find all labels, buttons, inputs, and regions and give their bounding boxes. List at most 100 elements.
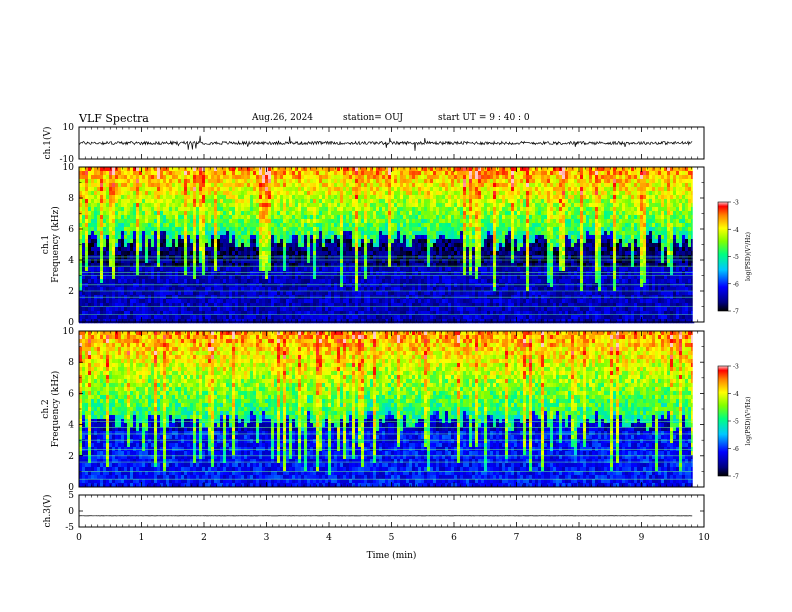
spectrogram-cell bbox=[289, 303, 293, 308]
spectrogram-cell bbox=[109, 247, 113, 252]
spectrogram-cell bbox=[157, 263, 161, 268]
spectrogram-cell bbox=[397, 259, 401, 264]
spectrogram-cell bbox=[352, 203, 356, 208]
spectrogram-cell bbox=[364, 303, 368, 308]
spectrogram-cell bbox=[193, 191, 197, 196]
spectrogram-cell bbox=[235, 287, 239, 292]
spectrogram-cell bbox=[304, 219, 308, 224]
spectrogram-cell bbox=[415, 243, 419, 248]
spectrogram-cell bbox=[259, 243, 263, 248]
spectrogram-cell bbox=[127, 191, 131, 196]
spectrogram-cell bbox=[292, 239, 296, 244]
spectrogram-cell bbox=[196, 307, 200, 312]
spectrogram-cell bbox=[127, 239, 131, 244]
spectrogram-cell bbox=[172, 315, 176, 320]
spectrogram-cell bbox=[232, 223, 236, 228]
spectrogram-cell bbox=[145, 167, 149, 172]
spectrogram-cell bbox=[82, 211, 86, 216]
spectrogram-cell bbox=[169, 239, 173, 244]
spectrogram-cell bbox=[172, 235, 176, 240]
spectrogram-cell bbox=[154, 307, 158, 312]
spectrogram-cell bbox=[412, 235, 416, 240]
spectrogram-cell bbox=[271, 231, 275, 236]
spectrogram-cell bbox=[256, 175, 260, 180]
spectrogram-cell bbox=[97, 259, 101, 264]
spectrogram-cell bbox=[451, 199, 455, 204]
spectrogram-cell bbox=[433, 203, 437, 208]
spectrogram-cell bbox=[166, 291, 170, 296]
spectrogram-cell bbox=[421, 227, 425, 232]
spectrogram-cell bbox=[109, 307, 113, 312]
spectrogram-cell bbox=[445, 243, 449, 248]
spectrogram-cell bbox=[370, 215, 374, 220]
spectrogram-cell bbox=[235, 307, 239, 312]
spectrogram-cell bbox=[418, 311, 422, 316]
spectrogram-cell bbox=[424, 319, 428, 324]
spectrogram-cell bbox=[457, 211, 461, 216]
spectrogram-cell bbox=[388, 227, 392, 232]
spectrogram-cell bbox=[145, 267, 149, 272]
spectrogram-cell bbox=[112, 303, 116, 308]
spectrogram-cell bbox=[391, 275, 395, 280]
spectrogram-cell bbox=[151, 259, 155, 264]
spectrogram-cell bbox=[271, 223, 275, 228]
spectrogram-cell bbox=[280, 243, 284, 248]
spectrogram-cell bbox=[445, 283, 449, 288]
spectrogram-cell bbox=[319, 319, 323, 324]
spectrogram-cell bbox=[91, 307, 95, 312]
spectrogram-cell bbox=[91, 211, 95, 216]
spectrogram-cell bbox=[268, 231, 272, 236]
spectrogram-cell bbox=[268, 191, 272, 196]
spectrogram-cell bbox=[178, 235, 182, 240]
spectrogram-cell bbox=[349, 307, 353, 312]
spectrogram-cell bbox=[448, 199, 452, 204]
spectrogram-cell bbox=[202, 251, 206, 256]
spectrogram-cell bbox=[136, 315, 140, 320]
spectrogram-cell bbox=[220, 223, 224, 228]
spectrogram-cell bbox=[391, 271, 395, 276]
spectrogram-cell bbox=[406, 175, 410, 180]
spectrogram-cell bbox=[253, 187, 257, 192]
spectrogram-cell bbox=[175, 231, 179, 236]
spectrogram-cell bbox=[430, 275, 434, 280]
spectrogram-cell bbox=[160, 239, 164, 244]
spectrogram-cell bbox=[346, 279, 350, 284]
spectrogram-cell bbox=[331, 195, 335, 200]
spectrogram-cell bbox=[298, 227, 302, 232]
spectrogram-cell bbox=[202, 303, 206, 308]
spectrogram-cell bbox=[166, 203, 170, 208]
spectrogram-cell bbox=[154, 247, 158, 252]
spectrogram-cell bbox=[286, 187, 290, 192]
spectrogram-cell bbox=[385, 315, 389, 320]
spectrogram-cell bbox=[100, 207, 104, 212]
spectrogram-cell bbox=[175, 183, 179, 188]
spectrogram-cell bbox=[196, 315, 200, 320]
spectrogram-cell bbox=[286, 227, 290, 232]
spectrogram-cell bbox=[133, 195, 137, 200]
spectrogram-cell bbox=[346, 211, 350, 216]
spectrogram-cell bbox=[82, 215, 86, 220]
spectrogram-cell bbox=[82, 239, 86, 244]
spectrogram-cell bbox=[343, 183, 347, 188]
spectrogram-cell bbox=[427, 195, 431, 200]
spectrogram-cell bbox=[175, 211, 179, 216]
spectrogram-cell bbox=[169, 175, 173, 180]
spectrogram-cell bbox=[106, 299, 110, 304]
spectrogram-cell bbox=[337, 267, 341, 272]
spectrogram-cell bbox=[334, 263, 338, 268]
spectrogram-cell bbox=[163, 171, 167, 176]
spectrogram-cell bbox=[397, 247, 401, 252]
spectrogram-cell bbox=[367, 203, 371, 208]
spectrogram-cell bbox=[247, 207, 251, 212]
spectrogram-cell bbox=[454, 223, 458, 228]
spectrogram-cell bbox=[325, 307, 329, 312]
spectrogram-cell bbox=[148, 263, 152, 268]
spectrogram-cell bbox=[100, 247, 104, 252]
spectrogram-cell bbox=[166, 195, 170, 200]
spectrogram-cell bbox=[214, 287, 218, 292]
spectrogram-cell bbox=[232, 215, 236, 220]
spectrogram-cell bbox=[97, 203, 101, 208]
spectrogram-cell bbox=[190, 175, 194, 180]
spectrogram-cell bbox=[394, 299, 398, 304]
spectrogram-cell bbox=[133, 263, 137, 268]
